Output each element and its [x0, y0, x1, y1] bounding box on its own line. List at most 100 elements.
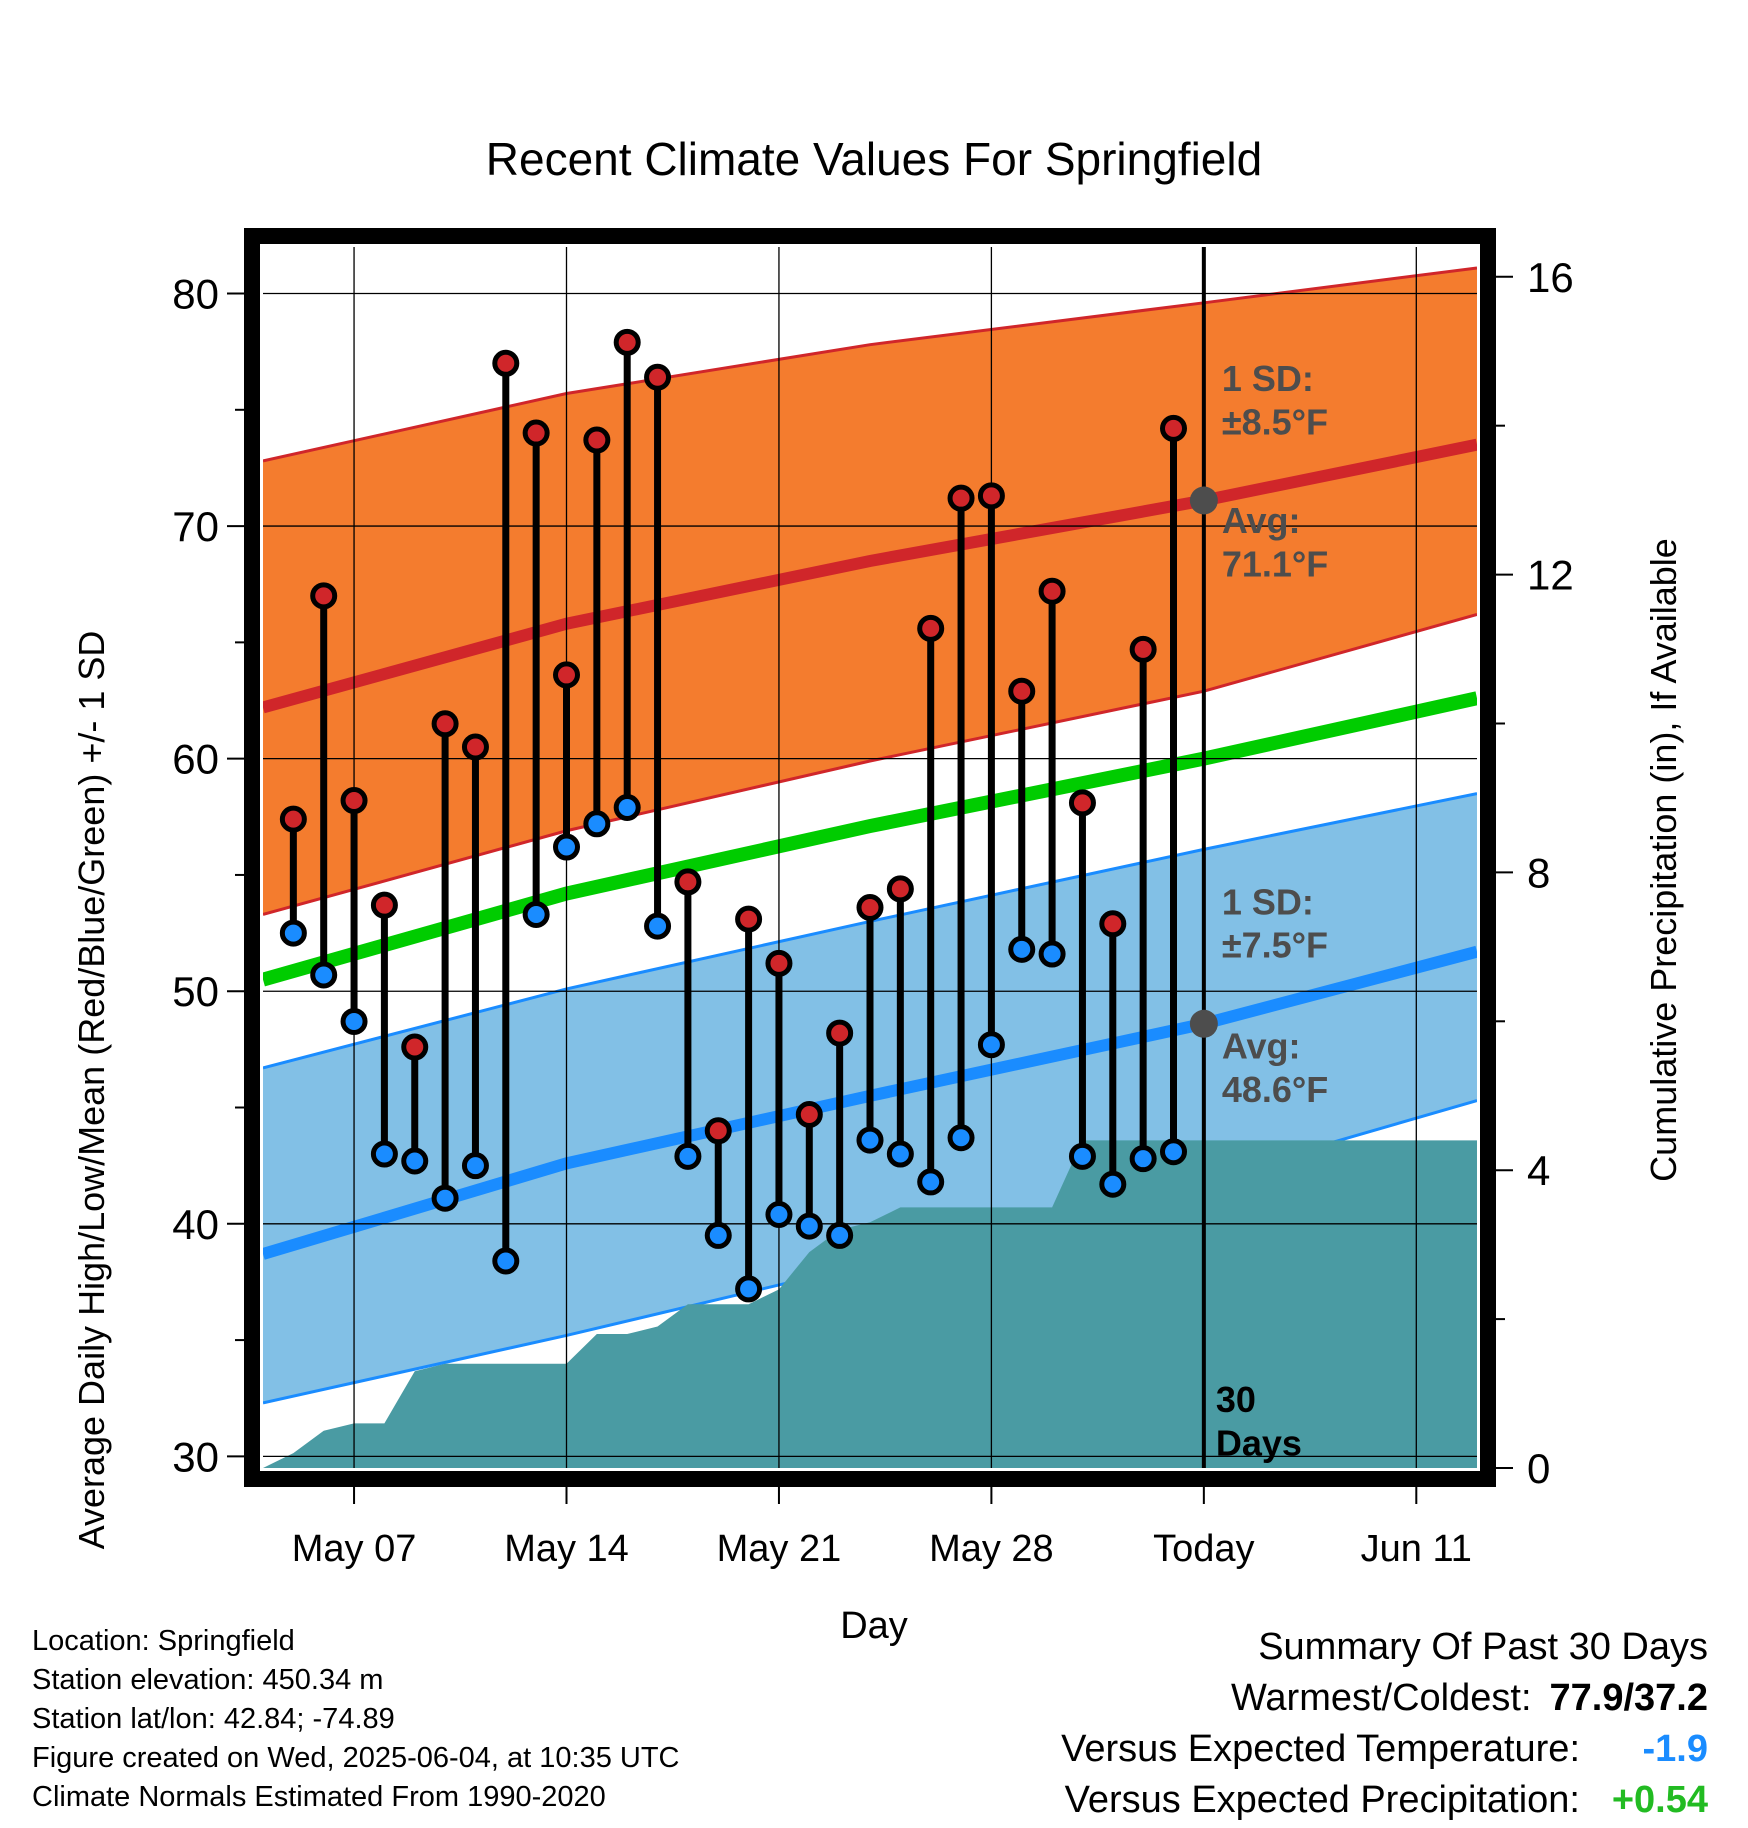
low-point [765, 1200, 793, 1228]
low-point [826, 1221, 854, 1249]
low-point [431, 1184, 459, 1212]
x-tick-label: Today [1153, 1528, 1254, 1570]
x-tick-label: May 07 [292, 1528, 417, 1570]
warm-cold-value: 77.9/37.2 [1549, 1677, 1708, 1719]
high-point [553, 661, 580, 689]
y2-tick-label: 8 [1527, 849, 1550, 896]
low-point [644, 912, 672, 940]
precip-value: +0.54 [1611, 1779, 1708, 1821]
summary-row-warm-cold: Warmest/Coldest: 77.9/37.2 [1061, 1673, 1708, 1724]
y-tick-label: 80 [172, 271, 219, 318]
y-tick-label: 40 [172, 1201, 219, 1248]
summary-panel: Summary Of Past 30 Days Warmest/Coldest:… [1061, 1622, 1708, 1826]
x-tick-label: Jun 11 [1361, 1528, 1472, 1570]
y2-tick-label: 4 [1527, 1147, 1550, 1194]
high-point [947, 484, 975, 512]
high-point [1160, 414, 1187, 442]
y2-tick-label: 12 [1527, 552, 1574, 599]
y-axis-label: Average Daily High/Low/Mean (Red/Blue/Gr… [71, 631, 112, 1550]
high-point [310, 582, 338, 610]
low-point [947, 1124, 975, 1152]
high-avg-annotation: Avg: 71.1°F [1222, 500, 1328, 584]
high-point [401, 1033, 429, 1061]
high-point [279, 805, 307, 833]
low-point [1129, 1145, 1157, 1173]
normals-text: Climate Normals Estimated From 1990-2020 [32, 1781, 606, 1813]
low-point [492, 1247, 520, 1275]
today-high-avg-dot [1189, 486, 1218, 515]
high-point [340, 787, 368, 815]
high-point [1129, 635, 1157, 663]
high-point [735, 905, 763, 933]
high-point [613, 328, 641, 356]
high-point [856, 894, 884, 922]
location-text: Location: Springfield [32, 1625, 295, 1657]
warm-cold-label: Warmest/Coldest: [1230, 1677, 1532, 1719]
high-point [674, 868, 702, 896]
low-point [1160, 1138, 1187, 1166]
temp-value: -1.9 [1642, 1728, 1708, 1770]
y-tick-label: 70 [172, 503, 219, 550]
low-point [340, 1007, 368, 1035]
high-point [704, 1117, 732, 1145]
high-point [1099, 910, 1127, 938]
elevation-text: Station elevation: 450.34 m [32, 1664, 384, 1696]
high-point [977, 482, 1005, 510]
high-sd-lower-line [263, 613, 1477, 916]
x-tick-label: May 21 [717, 1528, 842, 1570]
high-point [917, 614, 945, 642]
high-point [886, 875, 914, 903]
low-sd-annotation: 1 SD: ±7.5°F [1222, 881, 1328, 965]
low-point [735, 1275, 763, 1303]
high-avg-line [263, 438, 1477, 714]
high-point [370, 891, 398, 919]
high-point [461, 733, 489, 761]
low-point [279, 919, 307, 947]
precip-label: Versus Expected Precipitation: [1064, 1779, 1580, 1821]
chart-title: Recent Climate Values For Springfield [486, 133, 1262, 185]
plot-layers [263, 247, 1477, 1468]
plot-area: 1 SD: ±8.5°F Avg: 71.1°F 1 SD: ±7.5°F Avg: 48.6… [263, 247, 1477, 1468]
low-point [613, 793, 641, 821]
summary-row-temp: Versus Expected Temperature: -1.9 [1061, 1724, 1708, 1775]
summary-title: Summary Of Past 30 Days [1258, 1626, 1708, 1668]
low-point [370, 1140, 398, 1168]
x-axis-label: Day [840, 1605, 908, 1647]
y-tick-label: 60 [172, 736, 219, 783]
x-tick-label: May 28 [929, 1528, 1054, 1570]
high-point [765, 949, 793, 977]
high-point [1008, 677, 1036, 705]
high-point [583, 426, 611, 454]
low-point [856, 1126, 884, 1154]
low-point [704, 1221, 732, 1249]
high-point [1068, 789, 1096, 817]
low-point [1068, 1142, 1096, 1170]
today-low-avg-dot [1189, 1009, 1218, 1038]
latlon-text: Station lat/lon: 42.84; -74.89 [32, 1703, 395, 1735]
low-point [310, 961, 338, 989]
low-point [583, 810, 611, 838]
days-annotation: 30 Days [1216, 1379, 1302, 1463]
low-point [553, 833, 580, 861]
plot-frame [244, 228, 1496, 1487]
low-point [461, 1152, 489, 1180]
high-sd-upper-line [263, 266, 1477, 463]
summary-row-precip: Versus Expected Precipitation: +0.54 [1061, 1775, 1708, 1826]
low-avg-annotation: Avg: 48.6°F [1222, 1026, 1328, 1110]
low-point [917, 1168, 945, 1196]
low-point [401, 1147, 429, 1175]
high-point [644, 363, 672, 391]
y-tick-label: 30 [172, 1433, 219, 1480]
x-tick-label: May 14 [504, 1528, 629, 1570]
high-point [431, 710, 459, 738]
temp-label: Versus Expected Temperature: [1061, 1728, 1580, 1770]
y2-axis-label: Cumulative Precipitation (in), If Availa… [1643, 538, 1684, 1182]
created-text: Figure created on Wed, 2025-06-04, at 10… [32, 1742, 680, 1774]
y2-tick-label: 0 [1527, 1445, 1550, 1492]
station-info: Location: Springfield Station elevation:… [32, 1622, 680, 1817]
low-point [1008, 935, 1036, 963]
y-tick-label: 50 [172, 968, 219, 1015]
high-point [522, 419, 550, 447]
low-point [1099, 1170, 1127, 1198]
